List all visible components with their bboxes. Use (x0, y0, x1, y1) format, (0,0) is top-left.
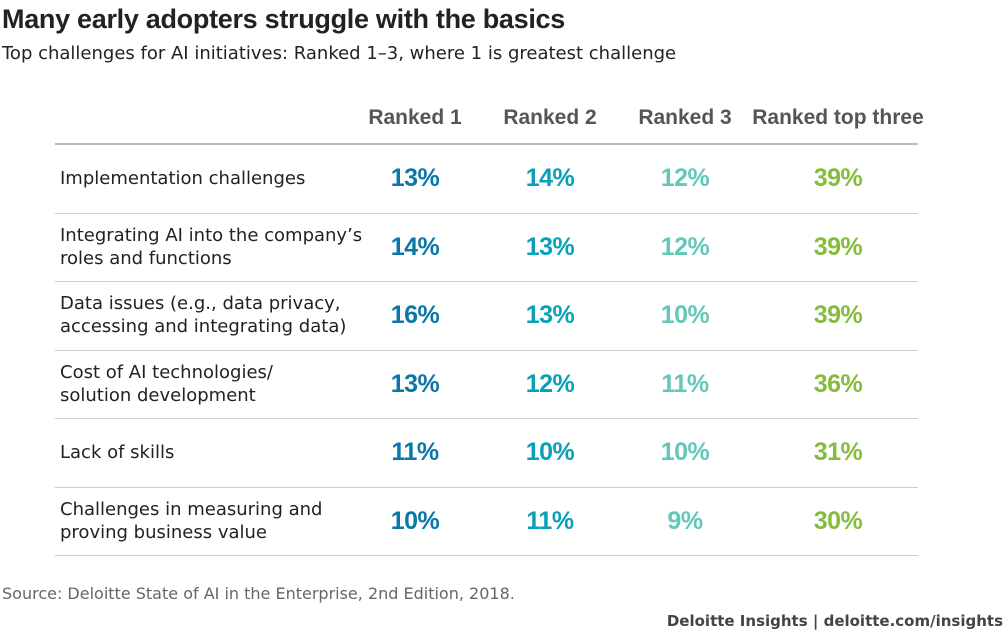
row-label: proving business value (60, 521, 267, 543)
cell-value: 13% (390, 164, 440, 193)
row-label: solution development (60, 384, 256, 406)
cell-value: 12% (660, 164, 710, 193)
cell-value: 13% (390, 369, 440, 398)
cell-value: 10% (660, 301, 710, 330)
cell-value: 13% (525, 232, 575, 261)
cell-value: 11% (526, 506, 574, 535)
cell-value: 10% (525, 438, 575, 467)
cell-value: 39% (813, 164, 863, 193)
row-label: Lack of skills (60, 441, 175, 463)
cell-value: 14% (390, 232, 440, 261)
cell-value: 14% (525, 164, 575, 193)
title: Many early adopters struggle with the ba… (2, 4, 565, 34)
row-rule (55, 418, 918, 419)
row-rule (55, 212, 918, 214)
row-rule (55, 281, 918, 282)
column-header: Ranked 1 (368, 106, 462, 129)
column-header: Ranked 2 (503, 106, 597, 129)
cell-value: 31% (813, 438, 863, 467)
row-label: Implementation challenges (60, 167, 306, 189)
row-rule (55, 486, 918, 488)
row-label: Data issues (e.g., data privacy, (60, 293, 341, 315)
cell-value: 11% (391, 438, 439, 467)
cell-value: 39% (813, 232, 863, 261)
footer: Deloitte Insights | deloitte.com/insight… (666, 612, 1003, 630)
cell-value: 30% (813, 506, 863, 535)
subtitle: Top challenges for AI initiatives: Ranke… (2, 43, 677, 64)
row-label: Integrating AI into the company’s (60, 224, 363, 246)
column-header: Ranked top three (752, 106, 924, 129)
cell-value: 36% (813, 369, 863, 398)
column-header: Ranked 3 (638, 106, 732, 129)
header-rule (55, 143, 918, 145)
row-label: Challenges in measuring and (60, 498, 323, 520)
cell-value: 13% (525, 301, 575, 330)
cell-value: 12% (525, 369, 575, 398)
row-label: roles and functions (60, 247, 232, 269)
cell-value: 10% (660, 438, 710, 467)
cell-value: 9% (667, 506, 703, 535)
row-rule (55, 349, 918, 351)
cell-value: 10% (390, 506, 440, 535)
cell-value: 11% (661, 369, 709, 398)
source: Source: Deloitte State of AI in the Ente… (2, 584, 515, 603)
cell-value: 39% (813, 301, 863, 330)
cell-value: 16% (390, 301, 440, 330)
row-rule (55, 555, 918, 556)
row-label: accessing and integrating data) (60, 316, 347, 338)
cell-value: 12% (660, 232, 710, 261)
row-label: Cost of AI technologies/ (60, 361, 273, 383)
